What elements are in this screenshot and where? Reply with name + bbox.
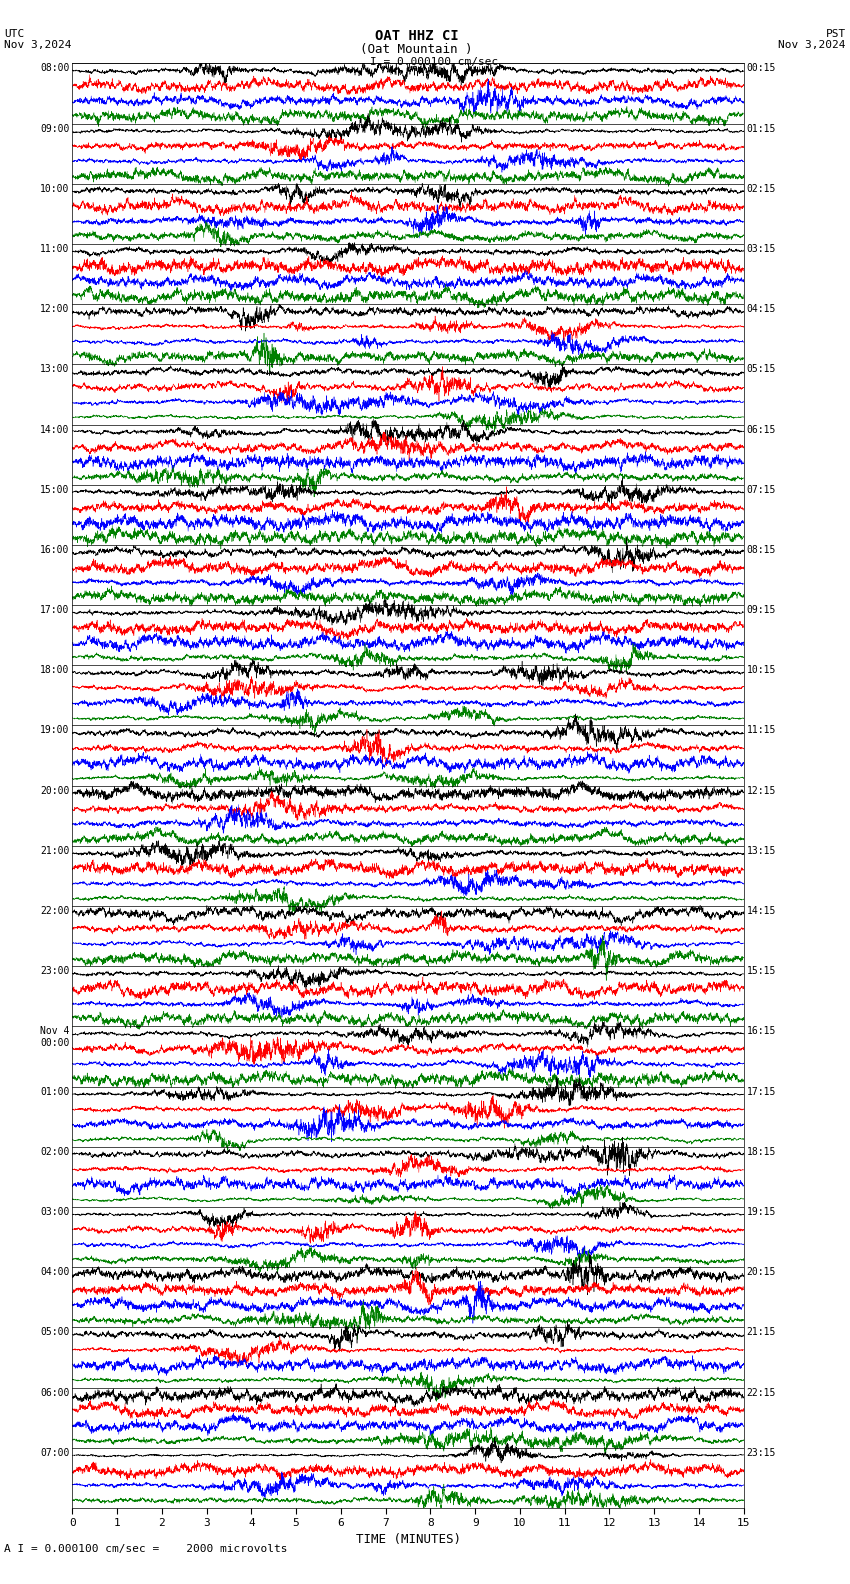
Text: Nov 3,2024: Nov 3,2024 — [779, 40, 846, 49]
Text: PST: PST — [825, 29, 846, 38]
Text: OAT HHZ CI: OAT HHZ CI — [375, 30, 458, 43]
Text: I = 0.000100 cm/sec: I = 0.000100 cm/sec — [370, 57, 498, 67]
Text: UTC: UTC — [4, 29, 25, 38]
Text: A I = 0.000100 cm/sec =    2000 microvolts: A I = 0.000100 cm/sec = 2000 microvolts — [4, 1544, 288, 1554]
X-axis label: TIME (MINUTES): TIME (MINUTES) — [355, 1533, 461, 1546]
Text: Nov 3,2024: Nov 3,2024 — [4, 40, 71, 49]
Text: (Oat Mountain ): (Oat Mountain ) — [360, 43, 473, 55]
